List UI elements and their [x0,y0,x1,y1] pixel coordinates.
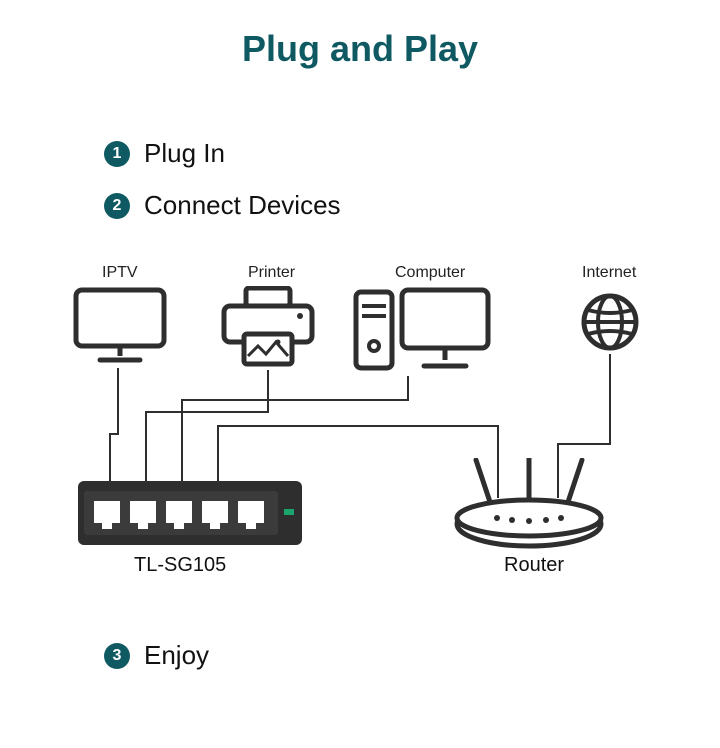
router-label: Router [504,554,564,577]
connection-wires [0,264,720,624]
step-2-label: Connect Devices [144,190,341,221]
step-1-number: 1 [104,141,130,167]
step-2: 2 Connect Devices [104,190,341,221]
step-1-label: Plug In [144,138,225,169]
connection-diagram: IPTV Printer Computer Internet [0,264,720,624]
page-title: Plug and Play [0,28,720,70]
step-3: 3 Enjoy [104,640,209,671]
step-2-number: 2 [104,193,130,219]
step-3-number: 3 [104,643,130,669]
router-icon [452,458,606,550]
step-1: 1 Plug In [104,138,225,169]
switch-label: TL-SG105 [134,554,226,577]
step-3-label: Enjoy [144,640,209,671]
switch-icon [76,479,304,547]
